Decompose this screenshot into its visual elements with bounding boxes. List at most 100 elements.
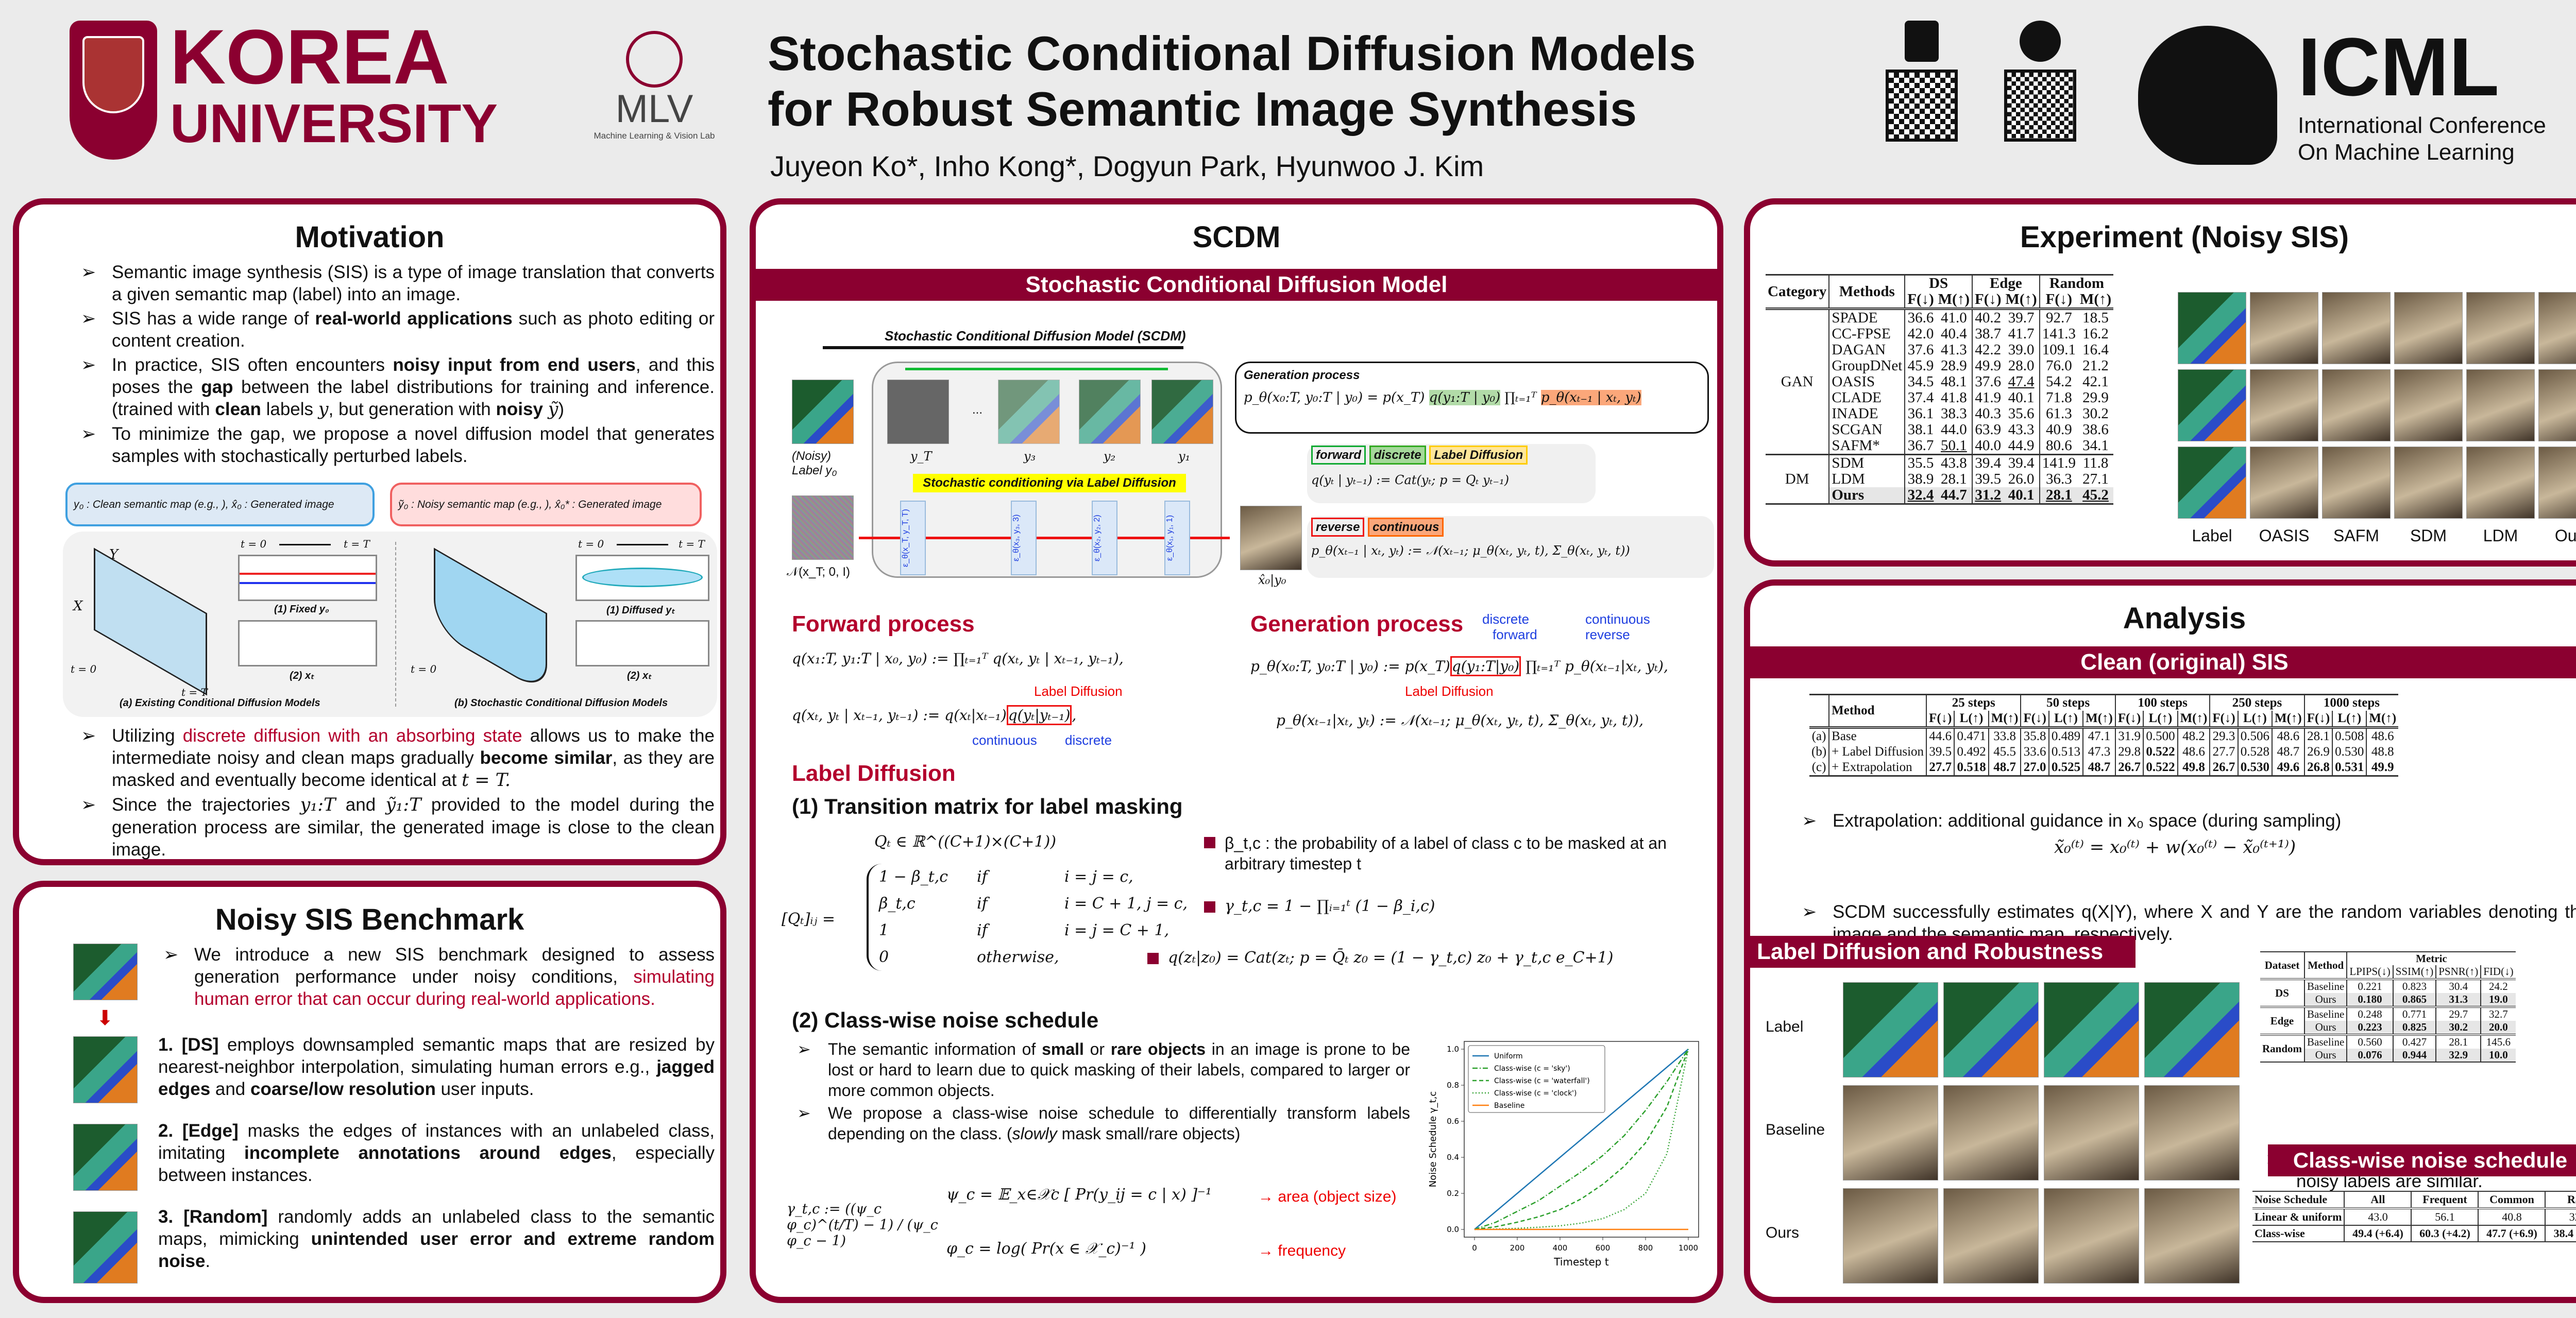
cube-b-t0-label: t = 0 bbox=[411, 663, 437, 675]
text-run: and bbox=[210, 1079, 251, 1099]
eq-part: q(yₜ|yₜ₋₁) bbox=[1006, 705, 1072, 725]
generated-image bbox=[2466, 369, 2535, 441]
text-run: The semantic information of bbox=[828, 1040, 1042, 1058]
header-row: Category Methods DS Edge Random bbox=[1766, 275, 2114, 309]
header-cell: 25 steps bbox=[1926, 694, 2021, 711]
table-cell: 47.4 bbox=[2008, 373, 2035, 390]
case-row: 1 if i = j = C + 1, bbox=[879, 917, 1204, 944]
text-run: or bbox=[1083, 1040, 1111, 1058]
text-run: We introduce a new SIS benchmark designe… bbox=[194, 945, 715, 987]
text-run: , but generation with bbox=[328, 399, 496, 419]
table-cell: 28.1 bbox=[1941, 471, 1967, 487]
generated-image bbox=[2394, 447, 2463, 519]
grid-label: SAFM bbox=[2333, 526, 2379, 545]
text-run: noisy bbox=[496, 399, 548, 419]
forward-eq2: q(xₜ, yₜ | xₜ₋₁, yₜ₋₁) := q(xₜ|xₜ₋₁) q(yₜ… bbox=[792, 705, 1076, 725]
q-text: q(zₜ|z₀) = Cat(zₜ; p = Q̄ₜ z₀ = (1 − γ_t… bbox=[1168, 949, 1614, 967]
table-row: DAGAN 37.6 41.3 42.2 39.0 109.1 16.4 bbox=[1766, 342, 2113, 358]
table-cell: 34.1 bbox=[2082, 437, 2109, 454]
table-cell: 54.2 bbox=[2039, 374, 2078, 390]
text-run: become similar bbox=[480, 748, 613, 768]
classwise-title: (2) Class-wise noise schedule bbox=[792, 1008, 1099, 1032]
x-tick-label: 200 bbox=[1510, 1243, 1525, 1253]
table-cell: SPADE bbox=[1828, 309, 1905, 326]
paper-qr[interactable] bbox=[1886, 21, 1958, 142]
table-cell: 0.865 bbox=[2392, 993, 2436, 1007]
caption-a: (a) Existing Conditional Diffusion Model… bbox=[120, 697, 320, 709]
table-cell: 34.5 bbox=[1904, 374, 1936, 390]
table-cell: 0.771 bbox=[2392, 1007, 2436, 1021]
bullet-square-icon bbox=[1204, 901, 1215, 913]
generated-image bbox=[1843, 1085, 1938, 1180]
header-row: F(↓) M(↑) F(↓) M(↑) F(↓) M(↑) bbox=[1766, 292, 2114, 309]
table-cell: 48.1 bbox=[1941, 373, 1967, 390]
text-run: rare objects bbox=[1110, 1040, 1206, 1058]
table-cell: Ours bbox=[2304, 1021, 2347, 1035]
row-label: Label bbox=[1766, 1018, 1804, 1035]
table-cell: 0.560 bbox=[2346, 1035, 2393, 1049]
dataset-cell: Edge bbox=[2270, 1014, 2294, 1027]
header-cell: Dataset bbox=[2264, 958, 2300, 971]
experiment-panel: Experiment (Noisy SIS) Category Methods DS… bbox=[1744, 198, 2576, 567]
table-row: Random Baseline 0.560 0.427 28.1 145.6 bbox=[2260, 1035, 2516, 1055]
transition-title: (1) Transition matrix for label masking bbox=[792, 794, 1183, 818]
table-cell: 40.1 bbox=[2008, 389, 2035, 406]
table-cell: 0.522 bbox=[2143, 744, 2178, 760]
table-cell: 41.0 bbox=[1941, 310, 1967, 326]
header-cell: Rare bbox=[2545, 1191, 2576, 1208]
table-cell: (b) bbox=[1811, 745, 1827, 759]
q-marginal: q(zₜ|z₀) = Cat(zₜ; p = Q̄ₜ z₀ = (1 − γ_t… bbox=[1147, 949, 1614, 967]
case-row: 1 − β_t,c if i = j = c, bbox=[879, 864, 1204, 891]
table-cell: 33.8 bbox=[1988, 727, 2021, 744]
text-run: y₁:T bbox=[300, 795, 336, 815]
plot-xt-b bbox=[575, 620, 709, 666]
generated-image bbox=[2466, 447, 2535, 519]
phi-eq: φ_c = log( Pr(x ∈ 𝒳_c)⁻¹ ) bbox=[946, 1240, 1146, 1258]
generation-ann: discrete forward continuous reverse bbox=[1482, 611, 1709, 643]
case-row: β_t,c if i = C + 1, j = c, bbox=[879, 891, 1204, 917]
table-cell: Linear & uniform bbox=[2255, 1210, 2342, 1223]
series-line bbox=[1474, 1049, 1689, 1230]
table-cell: 47.1 bbox=[2082, 727, 2115, 744]
phi-note: → frequency bbox=[1258, 1242, 1346, 1259]
clean-sis-band: Clean (original) SIS bbox=[1750, 646, 2576, 678]
annotation: discrete bbox=[1482, 611, 1530, 627]
lab-name: MLV bbox=[615, 87, 693, 131]
scdm-title: SCDM bbox=[1192, 220, 1281, 254]
text-run: unintended user error and extreme random… bbox=[158, 1229, 715, 1271]
table-cell: Baseline bbox=[2304, 979, 2347, 993]
benchmark-items: 1. [DS] employs downsampled semantic map… bbox=[158, 1034, 715, 1292]
header-cell: 100 steps bbox=[2114, 694, 2210, 711]
legend-clean: y₀ : Clean semantic map (e.g., ), x̂₀ : … bbox=[65, 483, 375, 526]
condition-arrow bbox=[823, 346, 1183, 349]
text-run: To minimize the gap, we propose a novel … bbox=[112, 424, 715, 466]
text-run: in an image is prone to be lost or hard … bbox=[828, 1040, 1411, 1100]
table-cell: 80.6 bbox=[2039, 438, 2078, 455]
plot-diffused bbox=[575, 555, 709, 601]
clean-sis-table: Method 25 steps 50 steps 100 steps 250 steps… bbox=[1809, 694, 2399, 777]
icml-head-icon bbox=[2138, 26, 2277, 165]
noise-image bbox=[792, 495, 854, 560]
y-tick-label: 0.6 bbox=[1447, 1117, 1459, 1126]
Q-entry-label: [Qₜ]ᵢⱼ = bbox=[782, 910, 836, 928]
table-cell: + Extrapolation bbox=[1828, 760, 1927, 776]
table-cell: 0.528 bbox=[2237, 744, 2272, 760]
table-cell: Ours bbox=[1828, 487, 1905, 504]
github-qr[interactable] bbox=[2004, 21, 2076, 142]
text-run: SIS has a wide range of bbox=[112, 309, 315, 329]
generated-image bbox=[2144, 1188, 2240, 1283]
table-cell: 45.2 bbox=[2077, 487, 2114, 504]
benchmark-intro: We introduce a new SIS benchmark designe… bbox=[158, 944, 715, 1010]
header-cell: F(↓) bbox=[2209, 711, 2238, 728]
series-line bbox=[1474, 1049, 1689, 1230]
label-map-image bbox=[1943, 982, 2039, 1077]
generated-image bbox=[2044, 1085, 2139, 1180]
generation-box-eq: p_θ(x₀:T, y₀:T | y₀) = p(x_T) q(y₁:T | y… bbox=[1244, 390, 1700, 405]
table-cell: 32.2 bbox=[2545, 1208, 2576, 1225]
eps-block: ε_θ(x₂, y₂, 2) bbox=[1092, 501, 1117, 575]
header-cell: F(↓) bbox=[1926, 711, 1955, 728]
axis-Y-label: Y bbox=[109, 547, 118, 562]
mlv-mark-icon bbox=[626, 31, 683, 88]
text-run: provided to the model during the generat… bbox=[112, 795, 715, 860]
text-run: , and this poses the bbox=[112, 355, 715, 397]
